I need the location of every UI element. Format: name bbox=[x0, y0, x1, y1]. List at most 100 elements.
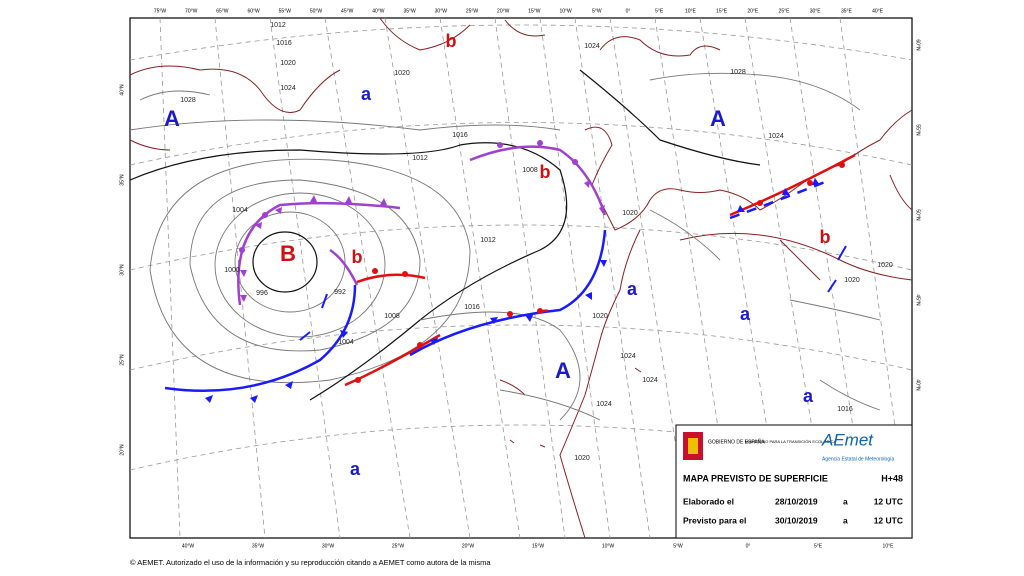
isobar-label: 992 bbox=[334, 289, 346, 296]
isobar-label: 1020 bbox=[877, 262, 893, 269]
isobar-label: 1004 bbox=[338, 339, 354, 346]
isobar-label: 1020 bbox=[622, 210, 638, 217]
isobar-label: 1016 bbox=[464, 304, 480, 311]
pressure-center: b bbox=[352, 247, 363, 267]
pressure-center: B bbox=[280, 241, 296, 266]
lon-label: 40°W bbox=[372, 8, 385, 14]
lon-label: 35°W bbox=[252, 543, 265, 549]
info-cell: 12 UTC bbox=[874, 515, 903, 525]
isobar-label: 1024 bbox=[584, 43, 600, 50]
lat-label: 35°N bbox=[119, 174, 125, 186]
info-cell: 30/10/2019 bbox=[775, 515, 818, 525]
info-cell: a bbox=[843, 515, 848, 525]
isobar-label: 1024 bbox=[280, 85, 296, 92]
lon-label: 10°E bbox=[883, 543, 895, 549]
lat-label: 45°N bbox=[915, 294, 921, 306]
isobar-label: 1024 bbox=[596, 401, 612, 408]
ministry-label: MINISTERIO PARA LA TRANSICIÓN ECOLÓGICA bbox=[745, 439, 837, 444]
isobar-label: 996 bbox=[256, 290, 268, 297]
isobar-label: 1008 bbox=[522, 167, 538, 174]
lat-label: 40°N bbox=[119, 84, 125, 96]
lon-label: 10°W bbox=[559, 8, 572, 14]
lon-label: 15°W bbox=[528, 8, 541, 14]
lon-label: 20°W bbox=[497, 8, 510, 14]
isobars bbox=[129, 69, 881, 421]
pressure-center: A bbox=[555, 358, 571, 383]
info-cell: 28/10/2019 bbox=[775, 496, 818, 506]
logo-strip bbox=[678, 427, 910, 469]
lon-label: 20°E bbox=[747, 8, 759, 14]
pressure-center: A bbox=[164, 106, 180, 131]
map-labels: 75°W 70°W 65°W 60°W 55°W 50°W 45°W 40°W 35°W 30°W… bbox=[119, 8, 920, 549]
lon-label: 25°W bbox=[392, 543, 405, 549]
lat-label: 50°N bbox=[915, 209, 921, 221]
copyright: © AEMET. Autorizado el uso de la informa… bbox=[130, 558, 491, 567]
lon-label: 30°E bbox=[810, 8, 822, 14]
lon-label: 20°W bbox=[462, 543, 475, 549]
lon-label: 40°W bbox=[182, 543, 195, 549]
info-cell: 12 UTC bbox=[874, 496, 903, 506]
isobar-label: 1016 bbox=[276, 40, 292, 47]
lon-label: 15°W bbox=[532, 543, 545, 549]
fronts bbox=[164, 140, 856, 403]
isobar-label: 1020 bbox=[592, 313, 608, 320]
pressure-center: A bbox=[710, 106, 726, 131]
lon-label: 10°W bbox=[602, 543, 615, 549]
lat-label: 20°N bbox=[119, 444, 125, 456]
lat-label: 30°N bbox=[119, 264, 125, 276]
isobar-label: 1000 bbox=[224, 267, 240, 274]
lon-label: 45°W bbox=[341, 8, 354, 14]
isobar-label: 1020 bbox=[844, 277, 860, 284]
lead-time: H+48 bbox=[881, 473, 903, 483]
info-cell: Previsto para el bbox=[683, 515, 746, 525]
isobar-label: 1016 bbox=[837, 406, 853, 413]
isobar-label: 1012 bbox=[480, 237, 496, 244]
lon-label: 25°W bbox=[466, 8, 479, 14]
pressure-center: a bbox=[627, 279, 638, 299]
isobar-label: 1016 bbox=[452, 132, 468, 139]
lon-label: 35°E bbox=[841, 8, 853, 14]
lon-label: 25°E bbox=[779, 8, 791, 14]
lon-label: 5°E bbox=[814, 543, 823, 549]
pressure-center: a bbox=[361, 84, 372, 104]
isobar-label: 1024 bbox=[620, 353, 636, 360]
lat-label: 40°N bbox=[915, 379, 921, 391]
info-box: GOBIERNO DE ESPAÑA MINISTERIO PARA LA TR… bbox=[675, 424, 913, 539]
lon-label: 5°W bbox=[673, 543, 683, 549]
lat-label: 25°N bbox=[119, 354, 125, 366]
coat-of-arms-center bbox=[688, 438, 698, 454]
lon-label: 55°W bbox=[279, 8, 292, 14]
pressure-center: b bbox=[820, 227, 831, 247]
isobar-label: 1020 bbox=[394, 70, 410, 77]
info-rows: Elaborado el 28/10/2019 a 12 UTC Previsto pa… bbox=[683, 496, 903, 525]
lon-label: 70°W bbox=[185, 8, 198, 14]
lon-label: 15°E bbox=[716, 8, 728, 14]
lon-label: 5°E bbox=[655, 8, 664, 14]
isobar-label: 1008 bbox=[384, 313, 400, 320]
lon-label: 0° bbox=[746, 543, 751, 549]
info-cell: Elaborado el bbox=[683, 496, 734, 506]
isobar-label: 1020 bbox=[280, 60, 296, 67]
pressure-center: a bbox=[803, 386, 814, 406]
lon-label: 0° bbox=[626, 8, 631, 14]
isobar-label: 1020 bbox=[574, 455, 590, 462]
lon-label: 10°E bbox=[685, 8, 697, 14]
info-title: MAPA PREVISTO DE SUPERFICIE bbox=[683, 473, 828, 483]
pressure-center: a bbox=[740, 304, 751, 324]
lon-label: 60°W bbox=[247, 8, 260, 14]
isobar-label: 1028 bbox=[180, 97, 196, 104]
lon-label: 75°W bbox=[154, 8, 167, 14]
lon-label: 40°E bbox=[872, 8, 884, 14]
lon-label: 35°W bbox=[403, 8, 416, 14]
agency-label: Agencia Estatal de Meteorología bbox=[822, 456, 894, 462]
lon-label: 30°W bbox=[322, 543, 335, 549]
isobar-label: 1012 bbox=[412, 155, 428, 162]
pressure-center: b bbox=[540, 162, 551, 182]
lat-label: 55°N bbox=[915, 124, 921, 136]
lon-label: 30°W bbox=[435, 8, 448, 14]
lon-label: 65°W bbox=[216, 8, 229, 14]
isobar-label: 1024 bbox=[768, 133, 784, 140]
lat-label: 60°N bbox=[915, 39, 921, 51]
pressure-center: a bbox=[350, 459, 361, 479]
